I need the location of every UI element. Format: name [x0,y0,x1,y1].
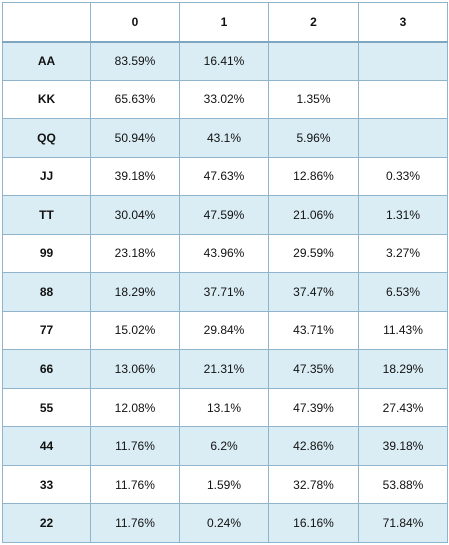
value-cell-col-0: 11.76% [90,503,180,543]
value-cell-col-3: 6.53% [358,272,448,312]
value-cell-col-0: 15.02% [90,310,180,351]
value-cell-col-0: 23.18% [90,233,180,274]
hand-label-cell: 88 [2,272,91,312]
table-row: KK 65.63% 33.02% 1.35% [2,79,448,120]
hand-label-cell: AA [2,41,91,81]
value-cell-col-3: 39.18% [358,426,448,466]
table-row: 66 13.06% 21.31% 47.35% 18.29% [2,349,448,389]
value-cell-col-2 [268,41,359,81]
value-cell-col-1: 47.63% [179,156,269,197]
value-cell-col-0: 65.63% [90,79,180,120]
value-cell-col-1: 0.24% [179,503,269,543]
value-cell-col-3: 27.43% [358,387,448,428]
value-cell-col-2: 47.35% [268,349,359,389]
hand-label-cell: KK [2,79,91,120]
table-row: 77 15.02% 29.84% 43.71% 11.43% [2,310,448,351]
value-cell-col-2: 43.71% [268,310,359,351]
table-row: 55 12.08% 13.1% 47.39% 27.43% [2,387,448,428]
value-cell-col-2: 29.59% [268,233,359,274]
value-cell-col-3: 18.29% [358,349,448,389]
value-cell-col-3: 0.33% [358,156,448,197]
hand-label-cell: 66 [2,349,91,389]
hand-label-cell: JJ [2,156,91,197]
value-cell-col-0: 11.76% [90,464,180,505]
header-cell-1: 1 [179,2,269,43]
hand-label-cell: 55 [2,387,91,428]
value-cell-col-1: 16.41% [179,41,269,81]
table-row: 33 11.76% 1.59% 32.78% 53.88% [2,464,448,505]
hand-label-cell: QQ [2,118,91,158]
header-row: 0 1 2 3 [2,2,448,43]
value-cell-col-1: 13.1% [179,387,269,428]
header-cell-blank [2,2,91,43]
value-cell-col-3 [358,41,448,81]
table-body: AA 83.59% 16.41% KK 65.63% 33.02% 1.35% QQ 50.94… [2,41,448,543]
value-cell-col-1: 37.71% [179,272,269,312]
table-row: JJ 39.18% 47.63% 12.86% 0.33% [2,156,448,197]
hand-label-cell: 33 [2,464,91,505]
value-cell-col-1: 43.96% [179,233,269,274]
value-cell-col-1: 6.2% [179,426,269,466]
value-cell-col-2: 16.16% [268,503,359,543]
value-cell-col-3: 71.84% [358,503,448,543]
header-cell-0: 0 [90,2,180,43]
table-row: QQ 50.94% 43.1% 5.96% [2,118,448,158]
value-cell-col-3: 3.27% [358,233,448,274]
value-cell-col-2: 47.39% [268,387,359,428]
value-cell-col-0: 30.04% [90,195,180,235]
value-cell-col-0: 13.06% [90,349,180,389]
value-cell-col-3 [358,118,448,158]
value-cell-col-3: 1.31% [358,195,448,235]
value-cell-col-2: 32.78% [268,464,359,505]
value-cell-col-2: 1.35% [268,79,359,120]
hand-label-cell: 77 [2,310,91,351]
value-cell-col-2: 5.96% [268,118,359,158]
value-cell-col-2: 12.86% [268,156,359,197]
table-row: 22 11.76% 0.24% 16.16% 71.84% [2,503,448,543]
value-cell-col-0: 83.59% [90,41,180,81]
value-cell-col-3: 11.43% [358,310,448,351]
value-cell-col-1: 33.02% [179,79,269,120]
header-cell-2: 2 [268,2,359,43]
value-cell-col-0: 39.18% [90,156,180,197]
table-row: AA 83.59% 16.41% [2,41,448,81]
table-row: 88 18.29% 37.71% 37.47% 6.53% [2,272,448,312]
table-header: 0 1 2 3 [2,2,448,43]
value-cell-col-2: 37.47% [268,272,359,312]
value-cell-col-1: 43.1% [179,118,269,158]
hand-label-cell: TT [2,195,91,235]
value-cell-col-3 [358,79,448,120]
hand-label-cell: 99 [2,233,91,274]
value-cell-col-1: 29.84% [179,310,269,351]
hand-label-cell: 22 [2,503,91,543]
value-cell-col-1: 1.59% [179,464,269,505]
value-cell-col-1: 47.59% [179,195,269,235]
value-cell-col-1: 21.31% [179,349,269,389]
value-cell-col-0: 11.76% [90,426,180,466]
value-cell-col-3: 53.88% [358,464,448,505]
value-cell-col-0: 12.08% [90,387,180,428]
value-cell-col-2: 21.06% [268,195,359,235]
table-row: TT 30.04% 47.59% 21.06% 1.31% [2,195,448,235]
value-cell-col-0: 18.29% [90,272,180,312]
value-cell-col-2: 42.86% [268,426,359,466]
table-row: 44 11.76% 6.2% 42.86% 39.18% [2,426,448,466]
table-row: 99 23.18% 43.96% 29.59% 3.27% [2,233,448,274]
value-cell-col-0: 50.94% [90,118,180,158]
header-cell-3: 3 [358,2,448,43]
hand-label-cell: 44 [2,426,91,466]
